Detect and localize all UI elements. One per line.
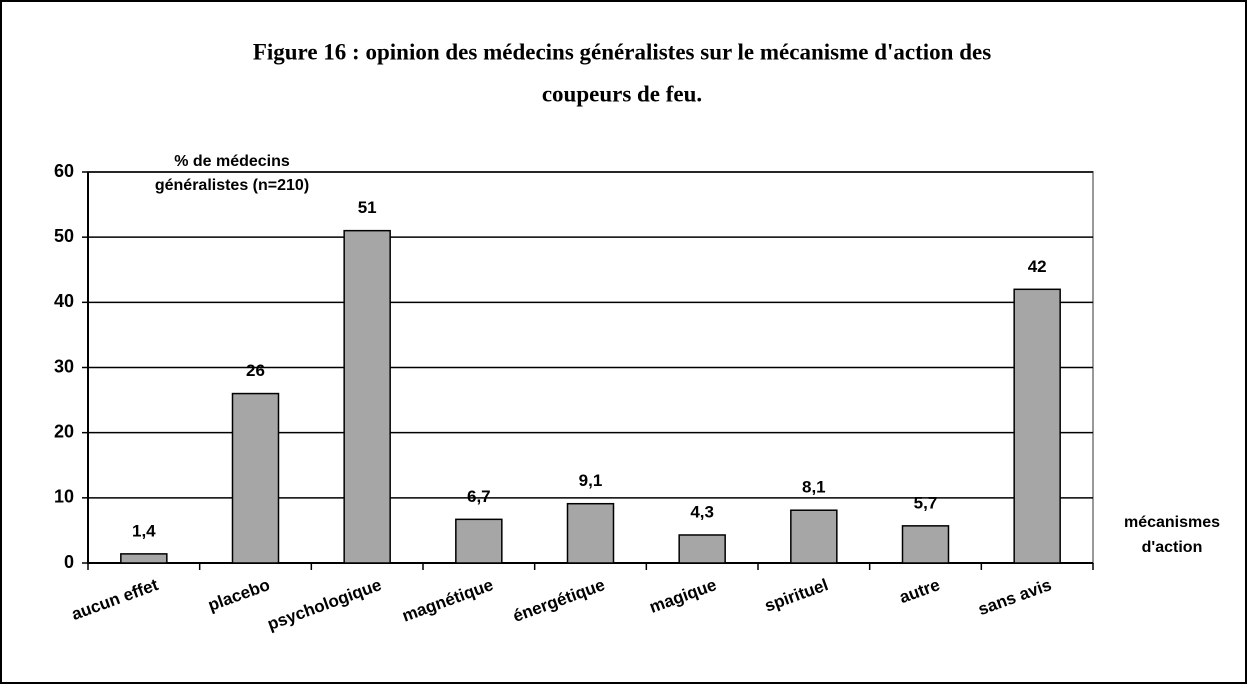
value-label: 4,3 xyxy=(690,502,714,521)
y-axis-label: % de médecins xyxy=(174,153,290,170)
value-label: 6,7 xyxy=(467,487,491,506)
chart-title: Figure 16 : opinion des médecins général… xyxy=(253,39,991,64)
bar xyxy=(120,553,168,564)
y-tick-label: 60 xyxy=(54,161,74,181)
value-label: 1,4 xyxy=(132,521,156,540)
bar xyxy=(1013,288,1061,564)
value-label: 26 xyxy=(246,361,265,380)
value-label: 51 xyxy=(358,198,377,217)
bar xyxy=(901,525,950,564)
value-label: 9,1 xyxy=(579,471,603,490)
y-tick-label: 20 xyxy=(54,421,74,441)
bar xyxy=(455,518,503,564)
x-axis-label: mécanismes xyxy=(1124,514,1220,531)
chart-title: coupeurs de feu. xyxy=(542,81,702,106)
bar xyxy=(566,502,615,564)
value-label: 42 xyxy=(1028,257,1047,276)
bar xyxy=(790,509,838,564)
bar xyxy=(343,229,391,564)
y-tick-label: 30 xyxy=(54,356,74,376)
x-axis-label: d'action xyxy=(1142,539,1203,556)
y-tick-label: 10 xyxy=(54,487,74,507)
value-label: 8,1 xyxy=(802,478,826,497)
y-tick-label: 0 xyxy=(64,552,74,572)
bar xyxy=(678,534,726,564)
value-label: 5,7 xyxy=(914,493,938,512)
y-tick-label: 50 xyxy=(54,226,74,246)
y-tick-label: 40 xyxy=(54,291,74,311)
bar xyxy=(231,392,280,564)
y-axis-label: généralistes (n=210) xyxy=(155,177,309,194)
